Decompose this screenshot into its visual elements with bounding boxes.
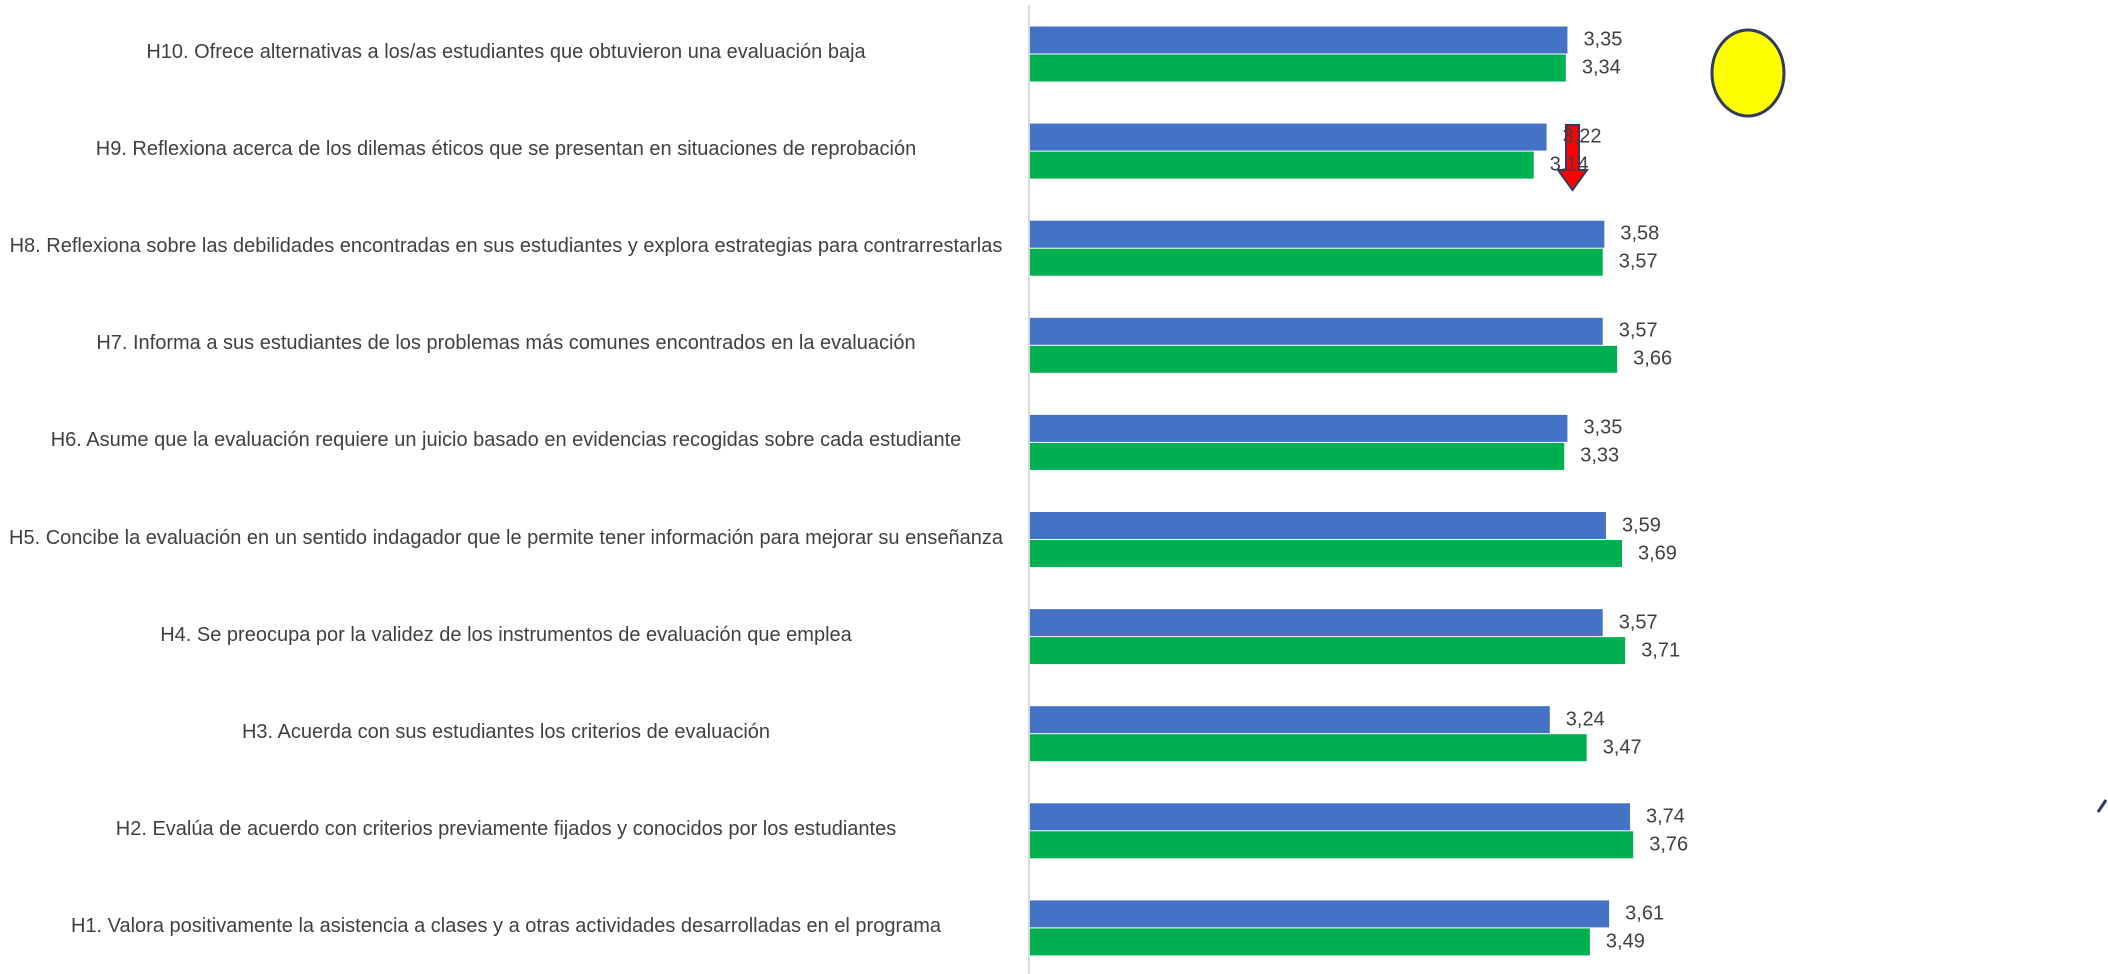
data-label: 3,14 <box>1549 153 1589 176</box>
bar-series-1 <box>1030 900 1610 928</box>
bar-series-2 <box>1030 734 1587 762</box>
bar-series-2 <box>1030 637 1626 665</box>
data-label: 3,34 <box>1581 56 1621 79</box>
bar-series-1 <box>1030 220 1605 248</box>
data-label: 3,66 <box>1633 347 1673 370</box>
bar-series-2 <box>1030 442 1565 470</box>
yellow-circle-marker <box>1710 28 1786 118</box>
bar-series-2 <box>1030 54 1566 82</box>
category-label: H7. Informa a sus estudiantes de los pro… <box>96 332 916 355</box>
bar-series-1 <box>1030 803 1631 831</box>
bar-series-2 <box>1030 151 1534 179</box>
bar-series-1 <box>1030 706 1550 734</box>
category-label: H9. Reflexiona acerca de los dilemas éti… <box>95 138 917 161</box>
category-label: H1. Valora positivamente la asistencia a… <box>70 914 942 937</box>
data-label: 3,61 <box>1625 902 1665 925</box>
category-label: H5. Concibe la evaluación en un sentido … <box>9 526 1003 549</box>
category-label: H2. Evalúa de acuerdo con criterios prev… <box>115 817 897 840</box>
data-label: 3,74 <box>1646 805 1685 828</box>
data-label: 3,33 <box>1580 444 1620 467</box>
bar-series-1 <box>1030 414 1568 442</box>
data-label: 3,35 <box>1583 28 1623 51</box>
category-label: H3. Acuerda con sus estudiantes los crit… <box>241 720 771 743</box>
data-label: 3,59 <box>1621 514 1661 536</box>
data-label: 3,76 <box>1649 833 1689 856</box>
data-label: 3,71 <box>1641 639 1681 662</box>
data-label: 3,49 <box>1605 930 1645 953</box>
data-label: 3,35 <box>1583 416 1623 439</box>
data-label: 3,22 <box>1562 125 1602 148</box>
data-label: 3,69 <box>1637 542 1677 564</box>
data-label: 3,57 <box>1618 611 1658 634</box>
bar-series-1 <box>1030 512 1606 539</box>
data-label: 3,24 <box>1565 708 1605 731</box>
category-label: H6. Asume que la evaluación requiere un … <box>50 429 962 452</box>
category-label: H8. Reflexiona sobre las debilidades enc… <box>9 235 1003 258</box>
bar-series-1 <box>1030 317 1603 345</box>
category-label: H4. Se preocupa por la validez de los in… <box>160 623 852 646</box>
bar-series-1 <box>1030 26 1568 54</box>
bar-series-2 <box>1030 928 1590 956</box>
data-label: 3,57 <box>1618 250 1658 273</box>
bar-series-2 <box>1030 345 1618 373</box>
red-down-arrow-marker <box>1556 124 1589 192</box>
data-label: 3,58 <box>1620 222 1660 245</box>
bar-series-1 <box>1030 123 1547 151</box>
bar-series-1 <box>1030 609 1603 637</box>
data-label: 3,47 <box>1602 736 1642 759</box>
data-label: 3,57 <box>1618 319 1658 342</box>
edge-arrow-fragment <box>2096 799 2108 813</box>
bar-series-2 <box>1030 248 1603 276</box>
bar-series-2 <box>1030 831 1634 859</box>
bar-series-2 <box>1030 540 1622 567</box>
category-label: H10. Ofrece alternativas a los/as estudi… <box>146 41 866 63</box>
